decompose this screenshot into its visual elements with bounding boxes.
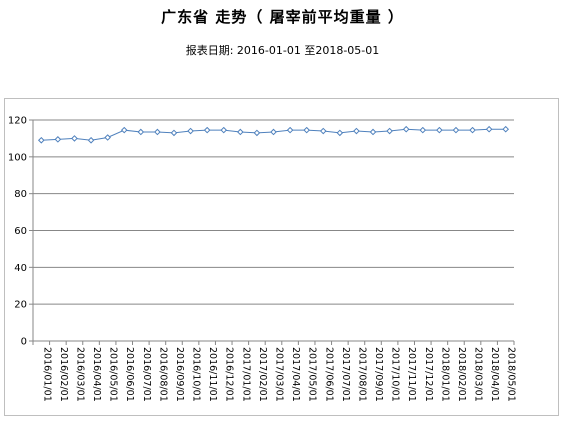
- data-point: [170, 129, 178, 137]
- data-point: [270, 128, 277, 136]
- x-tick-label: 2017/01/01: [240, 347, 251, 402]
- chart-title: 广东省 走势（ 屠宰前平均重量 ）: [161, 8, 404, 26]
- x-tick-label: 2017/02/01: [257, 347, 268, 402]
- x-tick-label: 2018/02/01: [456, 347, 467, 402]
- data-point: [237, 128, 244, 136]
- y-axis: 0 20 40 60 80 100 120: [8, 116, 34, 348]
- data-point: [203, 126, 211, 134]
- x-tick-label: 2018/04/01: [489, 347, 500, 402]
- data-point: [336, 129, 344, 137]
- data-point: [87, 136, 95, 144]
- report-date-range: 报表日期: 2016-01-01 至2018-05-01: [185, 44, 380, 57]
- x-tick-label: 2017/05/01: [307, 347, 318, 402]
- y-tick-label: 40: [14, 263, 27, 274]
- x-tick-label: 2017/12/01: [423, 347, 434, 402]
- data-point: [402, 125, 410, 133]
- x-tick-label: 2016/07/01: [141, 347, 152, 402]
- x-tick-label: 2016/10/01: [191, 347, 202, 402]
- data-point: [137, 128, 145, 136]
- y-tick-label: 0: [21, 337, 27, 348]
- data-point: [220, 126, 228, 134]
- data-point: [154, 128, 161, 136]
- x-tick-label: 2016/11/01: [207, 347, 218, 402]
- gridlines: [33, 119, 514, 305]
- data-point: [436, 126, 443, 134]
- data-point: [104, 134, 111, 141]
- data-point: [303, 126, 310, 134]
- data-point: [419, 126, 427, 134]
- x-tick-label: 2016/09/01: [174, 347, 185, 402]
- x-tick-label: 2017/04/01: [290, 347, 301, 402]
- x-tick-label: 2016/05/01: [108, 347, 119, 402]
- x-tick-label: 2016/03/01: [74, 347, 85, 402]
- x-tick-label: 2016/01/01: [41, 347, 52, 402]
- data-point: [469, 126, 476, 134]
- data-point: [452, 126, 460, 134]
- data-point: [386, 127, 393, 135]
- data-point: [71, 135, 78, 142]
- y-tick-label: 20: [14, 300, 27, 311]
- data-point: [319, 127, 327, 135]
- x-tick-label: 2016/02/01: [58, 347, 69, 402]
- data-point: [120, 126, 128, 134]
- x-tick-label: 2017/03/01: [274, 347, 285, 402]
- data-point: [485, 125, 493, 133]
- data-point: [286, 126, 294, 134]
- y-tick-label: 100: [8, 152, 27, 163]
- chart-frame: [4, 98, 559, 416]
- y-tick-label: 80: [14, 189, 27, 200]
- x-tick-label: 2018/03/01: [473, 347, 484, 402]
- x-tick-label: 2016/04/01: [91, 347, 102, 402]
- x-axis: 2016/01/01 2016/02/01 2016/03/01 2016/04/01…: [32, 340, 517, 402]
- x-tick-label: 2018/01/01: [439, 347, 450, 402]
- x-tick-label: 2016/12/01: [224, 347, 235, 402]
- x-tick-label: 2016/06/01: [124, 347, 135, 402]
- x-tick-label: 2017/07/01: [340, 347, 351, 402]
- data-point: [253, 129, 261, 137]
- x-tick-label: 2017/06/01: [323, 347, 334, 402]
- y-tick-label: 60: [14, 226, 27, 237]
- data-point: [187, 127, 194, 135]
- data-point: [502, 125, 510, 133]
- x-tick-label: 2017/09/01: [373, 347, 384, 402]
- series-line: [37, 125, 510, 144]
- data-point: [369, 128, 377, 136]
- x-tick-label: 2017/10/01: [390, 347, 401, 402]
- x-tick-label: 2017/08/01: [356, 347, 367, 402]
- data-point: [353, 127, 360, 135]
- data-point: [54, 136, 62, 143]
- x-tick-label: 2016/08/01: [157, 347, 168, 402]
- data-point: [37, 136, 45, 144]
- x-tick-label: 2018/05/01: [506, 347, 517, 402]
- y-tick-label: 120: [8, 116, 27, 127]
- x-tick-label: 2017/11/01: [406, 347, 417, 402]
